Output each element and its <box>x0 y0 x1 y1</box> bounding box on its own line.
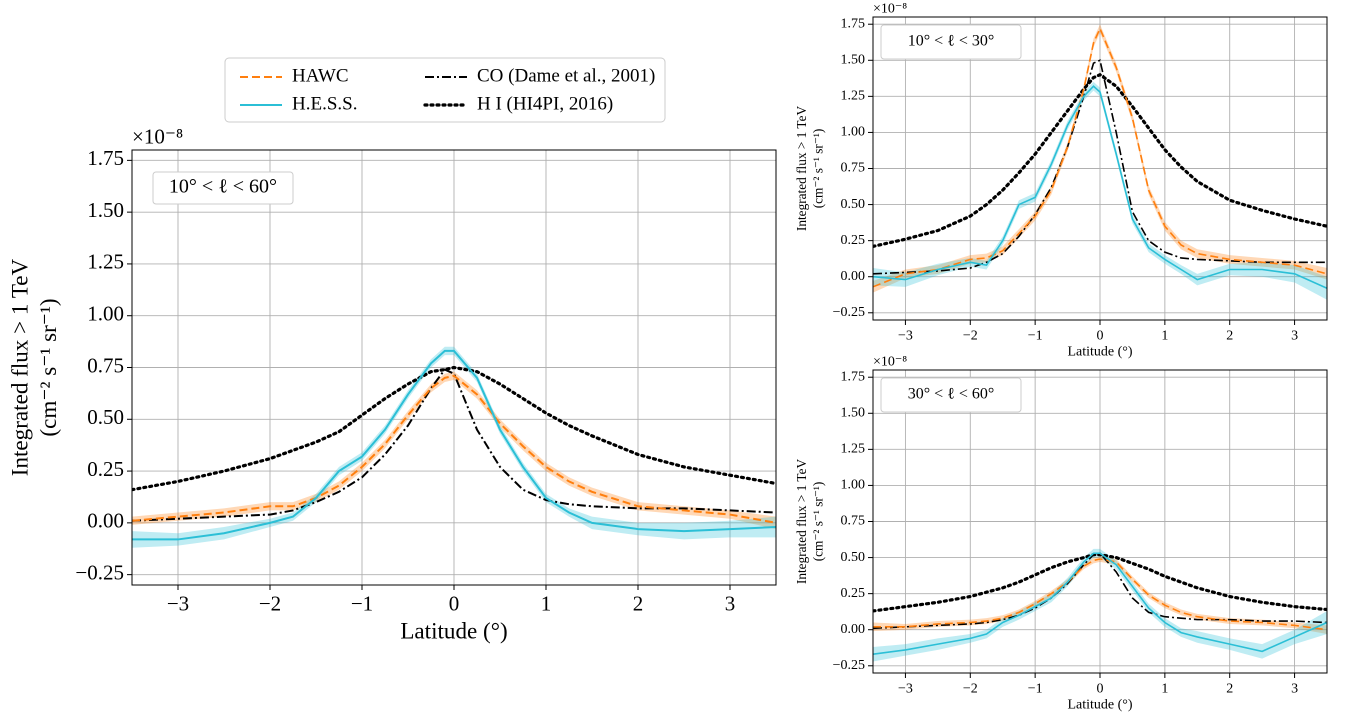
y-axis-unit: (cm⁻² s⁻¹ sr⁻¹) <box>35 298 61 436</box>
x-tick-label: −3 <box>898 682 913 697</box>
series-line <box>873 26 1327 288</box>
series-line <box>132 368 776 522</box>
y-tick-label: −0.25 <box>833 658 865 673</box>
y-tick-label: 0.50 <box>841 550 866 565</box>
y-tick-label: −0.25 <box>75 560 124 584</box>
axes-frame <box>872 16 1328 321</box>
x-axis-label: Latitude (°) <box>1067 344 1132 359</box>
error-band <box>873 556 1327 635</box>
x-tick-label: −2 <box>963 329 978 344</box>
y-tick-label: 0.50 <box>87 405 124 429</box>
series-line <box>132 365 776 492</box>
x-axis-label: Latitude (°) <box>400 618 507 644</box>
y-tick-label: 0.75 <box>841 514 866 529</box>
legend-label: H.E.S.S. <box>292 93 357 114</box>
axis-multiplier: ×10⁻⁸ <box>873 2 907 17</box>
y-tick-label: 0.75 <box>841 161 866 176</box>
x-tick-label: −2 <box>259 591 281 615</box>
x-tick-label: −1 <box>1028 329 1043 344</box>
y-tick-label: 0.25 <box>841 233 866 248</box>
y-tick-label: 1.75 <box>87 146 124 170</box>
annotation: 10° < ℓ < 30° <box>908 33 995 50</box>
panel: −3 −2 −1 0 1 2 3 −0.25 0.00 0.25 0.50 0.75 1.00 1.25 1… <box>794 2 1328 359</box>
y-tick-label: 0.25 <box>87 457 124 481</box>
y-tick-label: 1.75 <box>841 369 866 384</box>
x-tick-label: 2 <box>1226 329 1233 344</box>
y-tick-label: 0.00 <box>87 509 124 533</box>
x-tick-label: −3 <box>898 329 913 344</box>
y-tick-label: −0.25 <box>833 305 865 320</box>
y-tick-label: 0.25 <box>841 586 866 601</box>
x-tick-label: 0 <box>1097 329 1104 344</box>
y-tick-label: 1.25 <box>841 89 866 104</box>
y-axis-label: Integrated flux > 1 TeV <box>6 258 32 476</box>
x-tick-label: 2 <box>633 591 644 615</box>
x-tick-label: 2 <box>1226 682 1233 697</box>
y-tick-label: 1.00 <box>87 302 124 326</box>
series-line <box>873 85 1327 289</box>
series-line <box>873 558 1327 631</box>
axis-multiplier: ×10⁻⁸ <box>132 124 183 148</box>
series-line <box>132 374 776 524</box>
plot-area <box>132 346 776 548</box>
x-tick-label: 1 <box>1161 682 1168 697</box>
annotation-box <box>880 377 1022 413</box>
series-line <box>873 72 1327 249</box>
series-line <box>873 552 1327 656</box>
x-tick-label: 3 <box>1291 329 1298 344</box>
y-axis-label: Integrated flux > 1 TeV <box>794 458 809 584</box>
axes-frame <box>872 369 1328 674</box>
axis-multiplier: ×10⁻⁸ <box>873 355 907 370</box>
y-axis-label: Integrated flux > 1 TeV <box>794 105 809 231</box>
x-tick-label: −1 <box>1028 682 1043 697</box>
x-tick-label: 3 <box>725 591 736 615</box>
x-tick-label: 1 <box>541 591 552 615</box>
x-tick-label: 3 <box>1291 682 1298 697</box>
y-tick-label: 1.50 <box>841 406 866 421</box>
x-tick-label: 1 <box>1161 329 1168 344</box>
panel: −3 −2 −1 0 1 2 3 −0.25 0.00 0.25 0.50 0.75 1.00 1.25 1… <box>794 355 1328 712</box>
y-tick-label: 0.00 <box>841 269 866 284</box>
y-tick-label: 1.50 <box>87 198 124 222</box>
x-tick-label: −1 <box>351 591 373 615</box>
legend-box <box>224 57 666 123</box>
y-tick-label: 1.25 <box>841 442 866 457</box>
y-tick-label: 1.50 <box>841 53 866 68</box>
error-band <box>132 346 776 548</box>
annotation: 30° < ℓ < 60° <box>908 386 995 403</box>
x-axis-label: Latitude (°) <box>1067 697 1132 712</box>
y-axis-unit: (cm⁻² s⁻¹ sr⁻¹) <box>811 482 826 562</box>
annotation-box <box>152 171 294 205</box>
legend: HAWC H.E.S.S. CO (Dame et al., 2001) H I (H… <box>224 57 666 123</box>
legend-label: H I (HI4PI, 2016) <box>477 93 613 114</box>
legend-label: CO (Dame et al., 2001) <box>477 65 655 86</box>
series-line <box>873 552 1327 630</box>
y-tick-label: 1.00 <box>841 125 866 140</box>
y-axis-unit: (cm⁻² s⁻¹ sr⁻¹) <box>811 129 826 209</box>
plot-area <box>873 548 1327 662</box>
y-tick-label: 1.25 <box>87 250 124 274</box>
error-band <box>873 24 1327 293</box>
annotation: 10° < ℓ < 60° <box>169 176 277 198</box>
series-line <box>132 349 776 541</box>
axes-frame <box>131 149 777 586</box>
y-tick-label: 0.50 <box>841 197 866 212</box>
y-tick-label: 0.00 <box>841 622 866 637</box>
y-tick-label: 0.75 <box>87 353 124 377</box>
x-tick-label: −3 <box>167 591 189 615</box>
y-tick-label: 1.75 <box>841 16 866 31</box>
annotation-box <box>880 24 1022 60</box>
panel: −3 −2 −1 0 1 2 3 −0.25 0.00 0.25 0.50 0.75 1.00 1.25 1… <box>6 57 777 644</box>
legend-label: HAWC <box>292 65 349 86</box>
error-band <box>873 81 1327 300</box>
x-tick-label: 0 <box>1097 682 1104 697</box>
plot-area <box>873 24 1327 300</box>
x-tick-label: 0 <box>449 591 460 615</box>
y-tick-label: 1.00 <box>841 478 866 493</box>
x-tick-label: −2 <box>963 682 978 697</box>
